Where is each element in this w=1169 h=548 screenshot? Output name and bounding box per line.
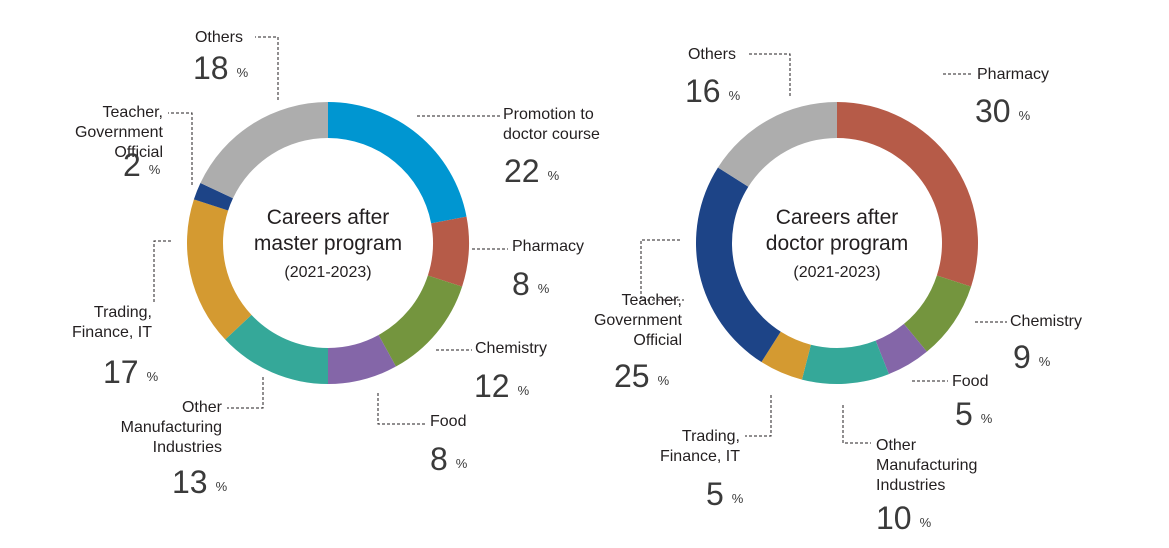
slice-value-other-manufacturing-industries: 13%	[172, 464, 228, 500]
slice-label-line: Food	[430, 413, 467, 430]
slice-value-teacher-government-official: 2%	[123, 147, 161, 183]
slice-value-pharmacy: 8%	[512, 266, 550, 302]
leader-line-teacher-government-official	[640, 239, 684, 301]
slice-other-manufacturing-industries	[225, 314, 328, 384]
slice-label-line: Finance, IT	[71, 324, 152, 341]
slice-label-food: Food	[952, 372, 988, 392]
slice-value-others: 18%	[193, 50, 249, 86]
slice-others	[200, 102, 328, 199]
slice-label-line: Pharmacy	[977, 66, 1050, 83]
slice-teacher-government-official	[193, 182, 233, 211]
slice-label-trading-finance-it: Trading, Finance, IT	[72, 303, 152, 343]
slice-label-other-manufacturing-industries: Other Manufacturing Industries	[876, 436, 977, 496]
slice-label-line: Official	[633, 332, 682, 349]
slice-label-line: Food	[952, 373, 989, 390]
chart-title-2: Careers after doctor program	[765, 206, 909, 255]
chart-subtitle-2: (2021-2023)	[793, 264, 881, 281]
slice-chemistry	[378, 275, 463, 367]
slice-food	[328, 335, 396, 384]
slice-label-others: Others	[195, 28, 243, 48]
slice-value-promotion-to-doctor-course: 22%	[504, 153, 560, 189]
slice-food	[875, 323, 927, 375]
slice-pharmacy	[837, 102, 979, 287]
slice-value-pharmacy: 30%	[975, 93, 1031, 129]
leader-line-other-manufacturing-industries	[842, 405, 871, 444]
slice-promotion-to-doctor-course	[328, 102, 467, 224]
slice-label-line: Manufacturing	[120, 419, 222, 436]
leader-line-other-manufacturing-industries	[227, 377, 264, 409]
leader-line-others	[255, 36, 279, 100]
slice-label-others: Others	[688, 45, 736, 65]
slice-label-line: Trading,	[93, 304, 152, 321]
slice-label-line: Chemistry	[475, 340, 548, 357]
leader-line-trading-finance-it	[745, 395, 772, 437]
slice-label-trading-finance-it: Trading, Finance, IT	[660, 427, 740, 467]
slice-label-teacher-government-official: Teacher, Government Official	[594, 291, 682, 351]
slice-pharmacy	[427, 216, 469, 287]
slice-label-line: Pharmacy	[512, 238, 585, 255]
slice-label-line: Government	[593, 312, 682, 329]
slice-value-other-manufacturing-industries: 10%	[876, 500, 932, 536]
slice-label-pharmacy: Pharmacy	[977, 65, 1049, 85]
slice-value-trading-finance-it: 17%	[103, 354, 159, 390]
slice-value-food: 5%	[955, 396, 993, 432]
slice-trading-finance-it	[187, 199, 252, 340]
slice-label-promotion-to-doctor-course: Promotion to doctor course	[503, 105, 600, 145]
slice-label-chemistry: Chemistry	[1010, 312, 1082, 332]
leader-line-food	[377, 393, 426, 425]
slice-label-line: Teacher,	[102, 104, 163, 121]
slice-label-line: Other	[876, 437, 917, 454]
slice-label-line: Others	[687, 46, 736, 63]
slice-label-line: Other	[181, 399, 222, 416]
chart-subtitle-1: (2021-2023)	[284, 264, 372, 281]
slice-label-line: Chemistry	[1010, 313, 1083, 330]
slice-label-line: Trading,	[681, 428, 740, 445]
slice-others	[717, 102, 837, 187]
slice-label-line: Government	[74, 124, 163, 141]
slice-value-chemistry: 9%	[1013, 339, 1051, 375]
slice-trading-finance-it	[761, 331, 811, 380]
slice-chemistry	[903, 275, 972, 352]
slice-label-pharmacy: Pharmacy	[512, 237, 584, 257]
slice-label-line: Promotion to	[503, 106, 594, 123]
slice-label-chemistry: Chemistry	[475, 339, 547, 359]
slice-label-line: Industries	[876, 477, 946, 494]
slice-label-line: Official	[114, 144, 163, 161]
slice-value-trading-finance-it: 5%	[706, 476, 744, 512]
chart-title-1: Careers after master program	[253, 206, 403, 255]
slice-label-line: doctor course	[503, 126, 600, 143]
slice-label-line: Teacher,	[621, 292, 682, 309]
slice-label-food: Food	[430, 412, 466, 432]
slice-value-teacher-government-official: 25%	[614, 358, 670, 394]
slice-other-manufacturing-industries	[801, 340, 889, 384]
leader-line-others	[749, 53, 791, 96]
slice-label-line: Others	[194, 29, 243, 46]
leader-line-teacher-government-official	[168, 112, 193, 185]
slice-value-chemistry: 12%	[474, 368, 530, 404]
slice-label-other-manufacturing-industries: Other Manufacturing Industries	[121, 398, 222, 458]
slice-label-line: Industries	[152, 439, 222, 456]
donut-chart-2	[640, 53, 1007, 444]
slice-label-teacher-government-official: Teacher, Government Official	[75, 103, 163, 163]
slice-teacher-government-official	[695, 167, 781, 363]
slice-label-line: Manufacturing	[876, 457, 978, 474]
slice-value-others: 16%	[685, 73, 741, 109]
slice-label-line: Finance, IT	[659, 448, 740, 465]
leader-line-trading-finance-it	[153, 240, 171, 303]
donut-chart-1	[153, 36, 508, 425]
slice-value-food: 8%	[430, 441, 468, 477]
